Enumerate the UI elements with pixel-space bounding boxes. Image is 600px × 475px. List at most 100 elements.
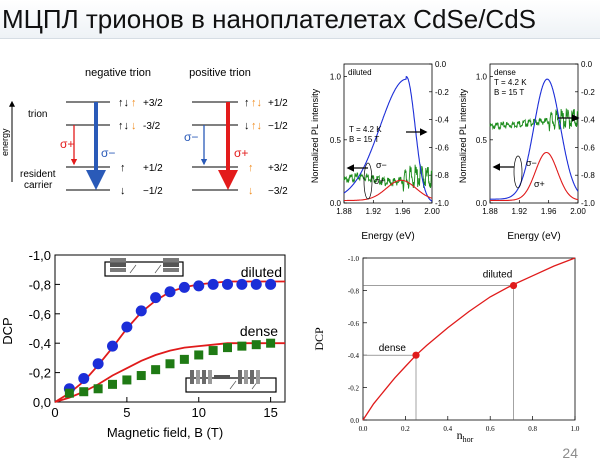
data-points [63, 278, 277, 398]
svg-text:↑: ↑ [248, 162, 254, 174]
right-tick-label: -0.2 [581, 88, 595, 97]
sample-points [412, 281, 518, 359]
y-axis-label: DCP [0, 317, 15, 344]
sigma-plus-trace [344, 179, 433, 202]
x-tick-label: 1.88 [482, 207, 498, 216]
x-tick-label: 0.0 [359, 425, 368, 433]
slide-title-bar: МЦПЛ трионов в наноплателетах CdSe/CdS [0, 0, 600, 39]
point-dense [266, 338, 276, 348]
neg-sigma-plus-label: σ+ [60, 137, 74, 151]
ellipse-marker [513, 155, 523, 189]
energy-axis-label: energy [0, 128, 10, 156]
right-tick-label: 0.0 [581, 60, 593, 69]
pos-sigma-plus-label: σ+ [234, 146, 248, 160]
x-tick-label: 1.0 [571, 425, 580, 433]
svg-text:↓: ↓ [120, 185, 126, 197]
y-tick-label: -0.4 [348, 352, 360, 360]
svg-text:↑↓: ↑↓ [118, 120, 129, 132]
point-diluted [250, 278, 262, 290]
point-diluted [236, 278, 248, 290]
y-tick-label: 0.0 [350, 417, 359, 425]
svg-text:↑: ↑ [131, 97, 137, 109]
right-tick-label: -0.6 [581, 143, 595, 152]
svg-text:↑↓: ↑↓ [251, 120, 262, 132]
point-diluted [265, 278, 277, 290]
dcp-curve [362, 257, 576, 421]
svg-text:↓: ↓ [244, 120, 250, 132]
sigma-minus-trace [343, 75, 433, 202]
energy-level-diagram: negative trion positive trion energy tri… [0, 67, 288, 197]
sigma-minus-label: σ− [526, 158, 537, 168]
svg-text:↑↓: ↑↓ [251, 97, 262, 109]
y-tick-label: 0.5 [330, 136, 342, 145]
pos-level-2: −1/2 [268, 121, 288, 132]
pos-level-4: −3/2 [268, 186, 288, 197]
y-axis-label: Normalized PL intensity [310, 88, 320, 183]
field-label: B = 15 T [349, 135, 379, 144]
point-dense [64, 388, 74, 398]
y-tick-label: -0.6 [348, 320, 360, 328]
neg-level-4: −1/2 [143, 186, 163, 197]
y-tick-label: -0,6 [29, 307, 51, 322]
y-tick-label: -0.8 [348, 287, 360, 295]
y-tick-label: -1.0 [348, 255, 360, 263]
field-label: B = 15 T [494, 88, 524, 97]
y-tick-label: 0.0 [330, 199, 342, 208]
plot-frame [489, 63, 579, 204]
point-label-dense: dense [379, 343, 407, 354]
x-tick-label: 1.96 [541, 207, 557, 216]
point-diluted [193, 280, 205, 292]
y-tick-label: -0.2 [348, 385, 360, 393]
guide-lines [363, 285, 514, 420]
y-tick-label: 0,0 [33, 395, 51, 410]
pos-sigma-minus-label: σ− [184, 130, 198, 144]
resident-label-2: carrier [24, 180, 53, 191]
diluted-sample-sketch [104, 258, 184, 277]
point-diluted [164, 286, 176, 298]
negative-trion-title: negative trion [85, 67, 151, 79]
point-diluted [222, 278, 233, 290]
y-tick-label: 1.0 [330, 73, 342, 82]
point-diluted [135, 305, 147, 317]
point-diluted [107, 340, 118, 352]
spectrum-axes: 1.88 1.92 1.96 2.00 0.0 0.5 1.0 -1.0 -0.8 -0.6 -0.… [330, 60, 449, 216]
x-tick-label: 10 [192, 405, 206, 420]
plot-frame [362, 257, 576, 421]
point-dense [179, 354, 189, 364]
y-tick-label: -1,0 [29, 248, 51, 263]
right-tick-label: -0.8 [435, 171, 449, 180]
point-dense [108, 379, 117, 389]
point-dense [122, 375, 132, 385]
negative-trion-levels: ↑↓ ↑ ↑↓ ↓ ↑ ↓ [66, 97, 137, 197]
temperature-label: T = 4.2 K [349, 125, 382, 134]
point-dense [208, 346, 218, 356]
x-tick-label: 0.6 [486, 425, 495, 433]
svg-text:↑: ↑ [244, 97, 250, 109]
dcp-vs-field-chart: 0 5 10 15 0,0 -0,2 -0,4 -0,6 -0,8 -1,0 diluted de… [0, 248, 286, 440]
dcp-field-axes: 0 5 10 15 0,0 -0,2 -0,4 -0,6 -0,8 -1,0 [29, 248, 278, 420]
right-tick-label: -1.0 [581, 199, 595, 208]
ellipse-marker [363, 162, 373, 200]
point-dense [194, 350, 204, 360]
right-tick-label: 0.0 [435, 60, 447, 69]
svg-text:↓: ↓ [248, 185, 254, 197]
point-diluted [150, 292, 162, 304]
x-tick-label: 2.00 [570, 207, 586, 216]
point-dense [136, 371, 146, 381]
point-dense [151, 365, 161, 375]
y-tick-label: -0,4 [29, 336, 51, 351]
svg-text:↓: ↓ [131, 120, 137, 132]
spectrum-axes: 1.88 1.92 1.96 2.00 0.0 0.5 1.0 -1.0 -0.8 -0.6 -0.… [476, 60, 595, 216]
x-tick-label: 5 [123, 405, 130, 420]
right-tick-label: -0.6 [435, 143, 449, 152]
pos-level-1: +1/2 [268, 98, 288, 109]
sigma-plus-trace [490, 151, 579, 202]
y-tick-label: -0,8 [29, 277, 51, 292]
nhor-axes: 0.0 0.2 0.4 0.6 0.8 1.0 0.0 -0.2 -0.4 -0.6 -0.8 -1.… [348, 255, 580, 433]
sigma-minus-label: σ− [376, 160, 387, 170]
neg-level-1: +3/2 [143, 98, 163, 109]
x-tick-label: 1.88 [336, 207, 352, 216]
neg-sigma-minus-label: σ− [101, 146, 115, 160]
series-label-diluted: diluted [241, 264, 282, 280]
sample-label: dense [494, 68, 516, 77]
